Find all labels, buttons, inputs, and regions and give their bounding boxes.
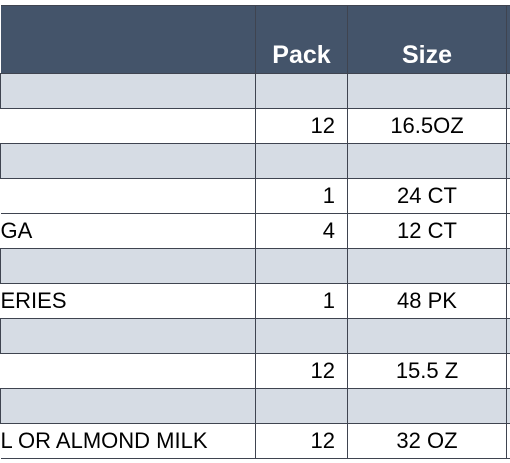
header-row: Pack Size bbox=[0, 5, 510, 74]
band-cell[interactable] bbox=[0, 318, 256, 354]
band-edge-cell[interactable] bbox=[506, 73, 510, 109]
band-cell[interactable] bbox=[0, 248, 256, 284]
band-edge-cell[interactable] bbox=[506, 388, 510, 424]
band-cell[interactable] bbox=[0, 143, 256, 179]
category-band-row bbox=[0, 248, 510, 284]
band-cell[interactable] bbox=[347, 248, 507, 284]
edge-cell[interactable] bbox=[506, 108, 510, 144]
size-cell[interactable]: 12 CT bbox=[347, 213, 507, 249]
size-cell[interactable]: 16.5OZ bbox=[347, 108, 507, 144]
table-row: 12 16.5OZ bbox=[0, 108, 510, 144]
band-cell[interactable] bbox=[255, 388, 348, 424]
table-row: ERIES 1 48 PK bbox=[0, 283, 510, 319]
product-table: Pack Size 12 16.5OZ 1 24 CT GA 4 12 CT ERIES 1 48… bbox=[0, 5, 510, 459]
description-cell[interactable] bbox=[0, 108, 256, 144]
size-cell[interactable]: 15.5 Z bbox=[347, 353, 507, 389]
description-cell[interactable] bbox=[0, 178, 256, 214]
band-edge-cell[interactable] bbox=[506, 318, 510, 354]
description-cell[interactable] bbox=[0, 353, 256, 389]
edge-cell[interactable] bbox=[506, 423, 510, 459]
band-cell[interactable] bbox=[255, 143, 348, 179]
header-pack[interactable]: Pack bbox=[255, 5, 348, 74]
band-cell[interactable] bbox=[255, 318, 348, 354]
size-cell[interactable]: 48 PK bbox=[347, 283, 507, 319]
band-cell[interactable] bbox=[0, 388, 256, 424]
header-description[interactable] bbox=[0, 5, 256, 74]
description-cell[interactable]: ERIES bbox=[0, 283, 256, 319]
header-size[interactable]: Size bbox=[347, 5, 507, 74]
band-cell[interactable] bbox=[255, 248, 348, 284]
band-cell[interactable] bbox=[0, 73, 256, 109]
band-cell[interactable] bbox=[347, 143, 507, 179]
band-edge-cell[interactable] bbox=[506, 143, 510, 179]
table-row: 12 15.5 Z bbox=[0, 353, 510, 389]
table-row: L OR ALMOND MILK 12 32 OZ bbox=[0, 423, 510, 459]
pack-cell[interactable]: 12 bbox=[255, 353, 348, 389]
edge-cell[interactable] bbox=[506, 178, 510, 214]
band-cell[interactable] bbox=[347, 318, 507, 354]
description-cell[interactable]: L OR ALMOND MILK bbox=[0, 423, 256, 459]
pack-cell[interactable]: 4 bbox=[255, 213, 348, 249]
edge-cell[interactable] bbox=[506, 283, 510, 319]
band-cell[interactable] bbox=[347, 388, 507, 424]
header-next-column[interactable] bbox=[506, 5, 510, 74]
pack-cell[interactable]: 1 bbox=[255, 283, 348, 319]
band-cell[interactable] bbox=[347, 73, 507, 109]
description-cell[interactable]: GA bbox=[0, 213, 256, 249]
pack-cell[interactable]: 1 bbox=[255, 178, 348, 214]
edge-cell[interactable] bbox=[506, 353, 510, 389]
category-band-row bbox=[0, 388, 510, 424]
category-band-row bbox=[0, 73, 510, 109]
band-cell[interactable] bbox=[255, 73, 348, 109]
edge-cell[interactable] bbox=[506, 213, 510, 249]
table-row: GA 4 12 CT bbox=[0, 213, 510, 249]
pack-cell[interactable]: 12 bbox=[255, 423, 348, 459]
size-cell[interactable]: 24 CT bbox=[347, 178, 507, 214]
band-edge-cell[interactable] bbox=[506, 248, 510, 284]
size-cell[interactable]: 32 OZ bbox=[347, 423, 507, 459]
pack-cell[interactable]: 12 bbox=[255, 108, 348, 144]
table-row: 1 24 CT bbox=[0, 178, 510, 214]
category-band-row bbox=[0, 318, 510, 354]
category-band-row bbox=[0, 143, 510, 179]
